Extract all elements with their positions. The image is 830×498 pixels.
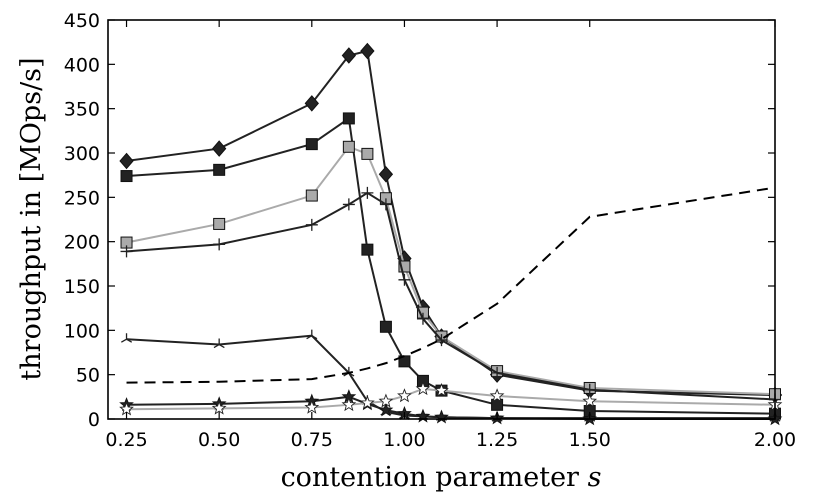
diamond-marker: [378, 166, 394, 183]
series-7: [126, 186, 776, 384]
x-tick-label: 1.00: [383, 429, 425, 451]
y-tick-label: 250: [64, 187, 100, 209]
y-axis-ticks: 0 50 100 150 200 250 300 350 400 450: [64, 10, 775, 431]
y-axis-label: throughput in [MOps/s]: [16, 57, 47, 380]
y-tick-label: 350: [64, 99, 100, 121]
star-marker: [341, 397, 357, 412]
series-line: [126, 49, 776, 397]
plus-marker: [398, 273, 411, 286]
x-axis-label: contention parameter s: [281, 462, 602, 493]
tri-marker: [306, 329, 318, 340]
series-line: [126, 191, 776, 401]
star-marker: [434, 382, 449, 397]
series-line: [126, 116, 776, 415]
star-marker: [397, 388, 412, 403]
y-tick-label: 400: [64, 54, 100, 76]
star-marker: [304, 399, 320, 414]
diamond-marker: [341, 47, 357, 64]
series-line: [126, 145, 776, 396]
x-tick-label: 1.50: [569, 429, 611, 451]
y-tick-label: 450: [64, 10, 100, 32]
series-6: [119, 381, 783, 416]
plus-marker: [305, 218, 318, 231]
square-marker: [305, 138, 318, 151]
star-marker: [582, 393, 598, 408]
x-axis-ticks: 0.25 0.50 0.75 1.00 1.25 1.50 2.00: [105, 20, 796, 451]
square-marker: [398, 355, 411, 368]
series-line: [126, 186, 776, 384]
plus-marker: [416, 312, 429, 325]
plus-marker: [379, 198, 392, 211]
plot-background: [108, 20, 775, 419]
star-marker: [360, 395, 375, 410]
plus-marker: [342, 198, 355, 211]
diamond-marker: [304, 95, 319, 112]
series-3: [120, 186, 781, 406]
square-marker: [213, 163, 226, 176]
diamond-marker: [212, 140, 227, 157]
tri-marker: [121, 333, 133, 343]
y-tick-label: 150: [64, 276, 100, 298]
y-tick-label: 200: [64, 232, 100, 254]
star-marker: [211, 400, 227, 415]
diamond-marker: [119, 152, 134, 170]
star-marker: [378, 402, 394, 417]
x-tick-label: 0.25: [105, 429, 147, 451]
series-line: [126, 387, 776, 411]
square-marker: [361, 147, 374, 160]
y-tick-label: 0: [88, 409, 100, 431]
plus-marker: [435, 334, 448, 347]
square-marker: [361, 243, 374, 256]
plot-frame: [107, 19, 776, 420]
star-marker: [415, 381, 431, 396]
plus-marker: [361, 186, 374, 199]
y-tick-label: 300: [64, 143, 100, 165]
square-marker: [491, 398, 504, 411]
x-tick-label: 1.25: [476, 429, 518, 451]
diamond-marker: [360, 42, 375, 60]
tri-marker: [213, 338, 225, 349]
star-marker: [489, 388, 505, 403]
square-marker: [398, 260, 411, 273]
square-marker: [213, 217, 226, 230]
x-tick-label: 2.00: [754, 429, 796, 451]
square-marker: [120, 170, 133, 183]
plus-marker: [120, 245, 133, 258]
plus-marker: [491, 366, 504, 379]
plus-marker: [213, 238, 226, 251]
square-marker: [379, 320, 392, 333]
square-marker: [342, 112, 355, 125]
y-tick-label: 100: [64, 320, 100, 342]
star-marker: [378, 393, 394, 408]
star-marker: [434, 409, 449, 424]
x-tick-label: 0.75: [291, 429, 333, 451]
y-tick-label: 50: [76, 365, 100, 387]
square-marker: [305, 189, 318, 202]
square-marker: [342, 140, 355, 153]
x-tick-label: 0.50: [198, 429, 240, 451]
